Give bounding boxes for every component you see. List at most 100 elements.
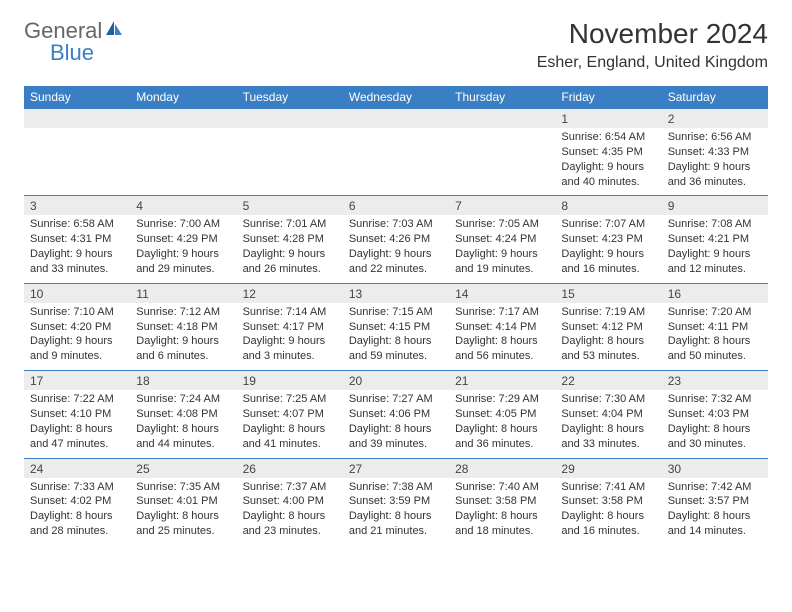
daylight-text: Daylight: 9 hours xyxy=(243,334,337,349)
day-cell: Sunrise: 7:33 AMSunset: 4:02 PMDaylight:… xyxy=(24,478,130,545)
daylight-text: Daylight: 8 hours xyxy=(349,422,443,437)
day-number: 29 xyxy=(555,458,661,478)
day-cell: Sunrise: 7:05 AMSunset: 4:24 PMDaylight:… xyxy=(449,215,555,283)
day-cell xyxy=(24,128,130,196)
daylight-text: and 40 minutes. xyxy=(561,175,655,190)
sunset-text: Sunset: 3:58 PM xyxy=(561,494,655,509)
day-number xyxy=(130,109,236,129)
daylight-text: and 56 minutes. xyxy=(455,349,549,364)
daylight-text: Daylight: 9 hours xyxy=(243,247,337,262)
sunrise-text: Sunrise: 7:12 AM xyxy=(136,305,230,320)
sunset-text: Sunset: 4:31 PM xyxy=(30,232,124,247)
sunset-text: Sunset: 3:59 PM xyxy=(349,494,443,509)
daylight-text: and 18 minutes. xyxy=(455,524,549,539)
day-cell: Sunrise: 7:12 AMSunset: 4:18 PMDaylight:… xyxy=(130,303,236,371)
sunrise-text: Sunrise: 7:40 AM xyxy=(455,480,549,495)
sunset-text: Sunset: 4:17 PM xyxy=(243,320,337,335)
daylight-text: and 9 minutes. xyxy=(30,349,124,364)
daylight-text: Daylight: 9 hours xyxy=(30,334,124,349)
col-friday: Friday xyxy=(555,86,661,109)
sunrise-text: Sunrise: 7:19 AM xyxy=(561,305,655,320)
day-number: 19 xyxy=(237,371,343,391)
sunset-text: Sunset: 4:07 PM xyxy=(243,407,337,422)
day-cell xyxy=(237,128,343,196)
sunrise-text: Sunrise: 7:05 AM xyxy=(455,217,549,232)
sunset-text: Sunset: 4:29 PM xyxy=(136,232,230,247)
daylight-text: and 36 minutes. xyxy=(668,175,762,190)
day-data-row: Sunrise: 7:33 AMSunset: 4:02 PMDaylight:… xyxy=(24,478,768,545)
day-data-row: Sunrise: 6:54 AMSunset: 4:35 PMDaylight:… xyxy=(24,128,768,196)
daylight-text: Daylight: 8 hours xyxy=(455,334,549,349)
daylight-text: Daylight: 8 hours xyxy=(561,334,655,349)
day-cell: Sunrise: 7:37 AMSunset: 4:00 PMDaylight:… xyxy=(237,478,343,545)
day-cell xyxy=(343,128,449,196)
sunrise-text: Sunrise: 7:25 AM xyxy=(243,392,337,407)
daylight-text: and 16 minutes. xyxy=(561,262,655,277)
daylight-text: and 33 minutes. xyxy=(30,262,124,277)
day-number: 16 xyxy=(662,283,768,303)
day-number: 17 xyxy=(24,371,130,391)
day-number: 13 xyxy=(343,283,449,303)
day-number: 8 xyxy=(555,196,661,216)
day-number: 28 xyxy=(449,458,555,478)
day-number: 22 xyxy=(555,371,661,391)
logo-text-2: Blue xyxy=(50,40,94,66)
sunset-text: Sunset: 3:57 PM xyxy=(668,494,762,509)
day-number xyxy=(237,109,343,129)
daylight-text: and 30 minutes. xyxy=(668,437,762,452)
sunrise-text: Sunrise: 7:20 AM xyxy=(668,305,762,320)
col-thursday: Thursday xyxy=(449,86,555,109)
daylight-text: Daylight: 8 hours xyxy=(455,422,549,437)
day-cell: Sunrise: 7:25 AMSunset: 4:07 PMDaylight:… xyxy=(237,390,343,458)
day-number: 26 xyxy=(237,458,343,478)
sunrise-text: Sunrise: 7:01 AM xyxy=(243,217,337,232)
daylight-text: Daylight: 8 hours xyxy=(30,422,124,437)
day-cell: Sunrise: 7:14 AMSunset: 4:17 PMDaylight:… xyxy=(237,303,343,371)
daylight-text: and 33 minutes. xyxy=(561,437,655,452)
sunset-text: Sunset: 4:08 PM xyxy=(136,407,230,422)
sunset-text: Sunset: 4:06 PM xyxy=(349,407,443,422)
sunrise-text: Sunrise: 7:32 AM xyxy=(668,392,762,407)
day-cell xyxy=(449,128,555,196)
day-cell: Sunrise: 7:42 AMSunset: 3:57 PMDaylight:… xyxy=(662,478,768,545)
daylight-text: Daylight: 9 hours xyxy=(136,334,230,349)
daylight-text: and 29 minutes. xyxy=(136,262,230,277)
day-number: 5 xyxy=(237,196,343,216)
sunset-text: Sunset: 4:33 PM xyxy=(668,145,762,160)
sunset-text: Sunset: 4:00 PM xyxy=(243,494,337,509)
day-number-row: 3456789 xyxy=(24,196,768,216)
daylight-text: Daylight: 8 hours xyxy=(349,509,443,524)
daylight-text: and 19 minutes. xyxy=(455,262,549,277)
day-cell: Sunrise: 7:22 AMSunset: 4:10 PMDaylight:… xyxy=(24,390,130,458)
col-saturday: Saturday xyxy=(662,86,768,109)
day-number: 24 xyxy=(24,458,130,478)
daylight-text: Daylight: 9 hours xyxy=(668,247,762,262)
day-cell: Sunrise: 7:19 AMSunset: 4:12 PMDaylight:… xyxy=(555,303,661,371)
sunset-text: Sunset: 4:15 PM xyxy=(349,320,443,335)
daylight-text: Daylight: 8 hours xyxy=(455,509,549,524)
day-cell: Sunrise: 7:29 AMSunset: 4:05 PMDaylight:… xyxy=(449,390,555,458)
day-number-row: 12 xyxy=(24,109,768,129)
day-number: 27 xyxy=(343,458,449,478)
day-number: 12 xyxy=(237,283,343,303)
sunset-text: Sunset: 4:21 PM xyxy=(668,232,762,247)
sunset-text: Sunset: 4:03 PM xyxy=(668,407,762,422)
day-cell: Sunrise: 7:01 AMSunset: 4:28 PMDaylight:… xyxy=(237,215,343,283)
daylight-text: Daylight: 8 hours xyxy=(30,509,124,524)
daylight-text: Daylight: 8 hours xyxy=(668,422,762,437)
day-number: 6 xyxy=(343,196,449,216)
sunset-text: Sunset: 4:05 PM xyxy=(455,407,549,422)
day-number: 15 xyxy=(555,283,661,303)
day-cell: Sunrise: 7:08 AMSunset: 4:21 PMDaylight:… xyxy=(662,215,768,283)
sunrise-text: Sunrise: 7:38 AM xyxy=(349,480,443,495)
sunrise-text: Sunrise: 7:33 AM xyxy=(30,480,124,495)
sunset-text: Sunset: 4:14 PM xyxy=(455,320,549,335)
sunrise-text: Sunrise: 7:30 AM xyxy=(561,392,655,407)
day-cell: Sunrise: 7:30 AMSunset: 4:04 PMDaylight:… xyxy=(555,390,661,458)
daylight-text: Daylight: 8 hours xyxy=(668,509,762,524)
day-number: 30 xyxy=(662,458,768,478)
sunset-text: Sunset: 4:23 PM xyxy=(561,232,655,247)
day-number xyxy=(24,109,130,129)
day-number: 3 xyxy=(24,196,130,216)
daylight-text: and 50 minutes. xyxy=(668,349,762,364)
